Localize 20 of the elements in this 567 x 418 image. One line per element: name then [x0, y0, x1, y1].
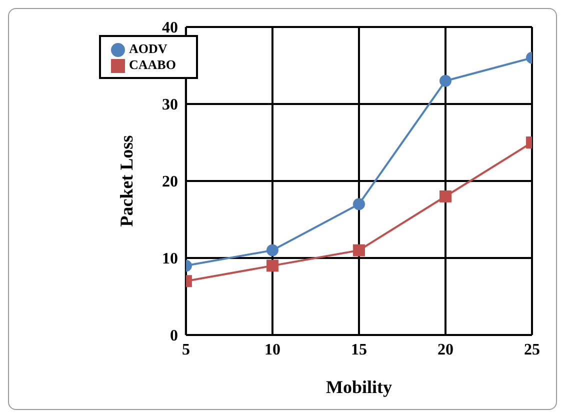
legend-label: CAABO	[129, 57, 176, 72]
y-tick-label: 20	[162, 174, 178, 191]
point	[266, 260, 278, 272]
x-axis-title: Mobility	[326, 377, 392, 397]
x-tick-label: 15	[350, 341, 367, 358]
legend-label: AODV	[129, 41, 168, 56]
y-tick-label: 40	[162, 20, 178, 37]
point	[352, 244, 365, 256]
point	[352, 198, 365, 210]
x-tick-label: 25	[524, 341, 540, 358]
point	[439, 74, 452, 87]
x-tick-label: 10	[264, 341, 280, 358]
y-tick-label: 0	[170, 328, 178, 345]
y-tick-label: 10	[162, 250, 178, 268]
x-tick-label: 5	[182, 341, 190, 358]
y-tick-label: 30	[162, 96, 178, 114]
x-tick-label: 20	[437, 341, 454, 358]
point	[439, 190, 452, 202]
point	[266, 244, 278, 256]
y-axis-title: Packet Loss	[116, 135, 136, 227]
